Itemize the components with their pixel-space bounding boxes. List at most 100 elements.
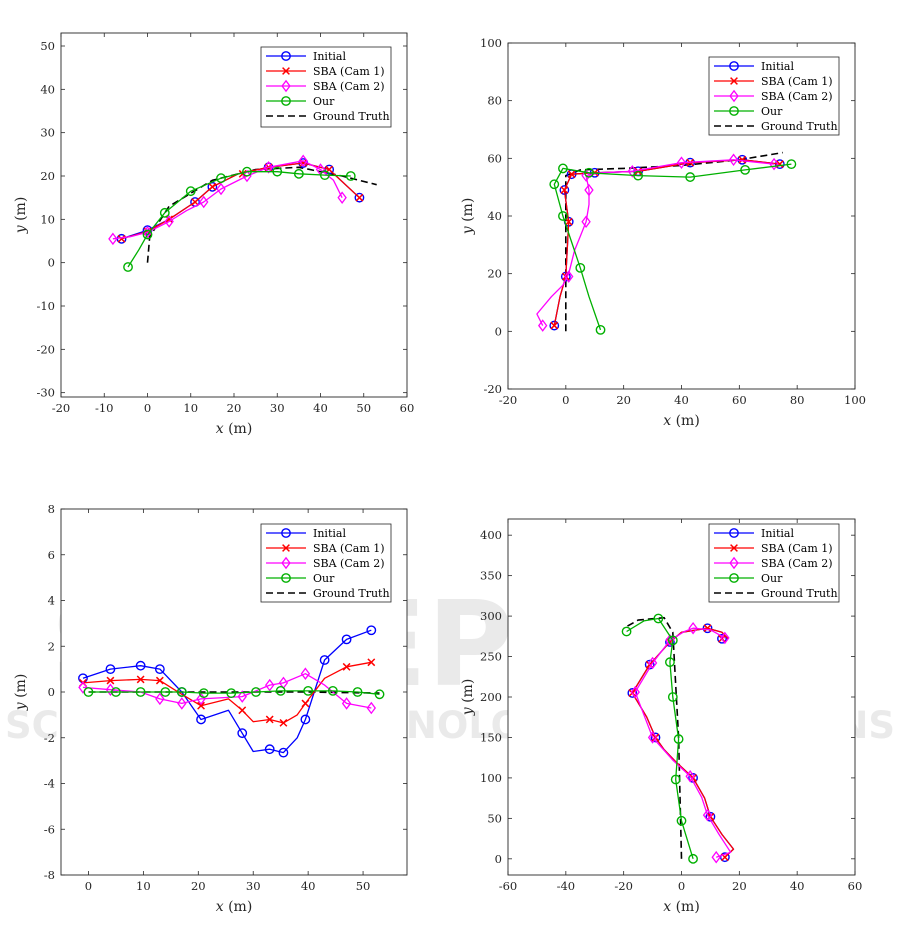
y-tick-label: -2 <box>44 731 55 745</box>
series-line-initial <box>82 629 372 754</box>
marker-diamond-3 <box>199 195 209 209</box>
x-axis-label-unit: (m) <box>671 899 700 915</box>
marker-diamond-5 <box>627 165 638 178</box>
series-line-gt <box>88 691 380 694</box>
marker-diamond-3 <box>584 183 594 197</box>
marker-circle-9 <box>786 159 797 170</box>
marker-circle-8 <box>275 685 286 696</box>
marker-diamond-0 <box>537 319 548 332</box>
series-sba2 <box>630 621 732 864</box>
marker-diamond-legend <box>729 556 739 570</box>
marker-diamond-6 <box>263 161 274 174</box>
marker-diamond-5 <box>647 656 658 670</box>
y-axis-label: y (m) <box>460 198 476 236</box>
series-layer <box>78 625 385 758</box>
y-tick-label: 0 <box>495 324 502 338</box>
x-axis-label-var: x <box>663 413 671 429</box>
marker-circle-5 <box>198 688 209 699</box>
marker-diamond-legend <box>729 89 739 103</box>
legend-label-sba2: SBA (Cam 2) <box>761 557 833 570</box>
y-tick-label: 100 <box>480 36 502 50</box>
legend: Initial SBA (Cam 1) SBA (Cam 2) Our Ground T… <box>260 46 392 128</box>
marker-x-2 <box>564 217 573 226</box>
marker-circle-10 <box>327 685 338 696</box>
marker-circle-legend <box>729 528 739 538</box>
x-tick-label: 10 <box>183 401 198 415</box>
marker-circle-9 <box>300 714 311 725</box>
marker-x-10 <box>367 658 376 667</box>
marker-circle-7 <box>685 172 696 182</box>
y-tick-label: 0 <box>48 256 55 270</box>
marker-circle-3 <box>160 687 171 697</box>
y-tick-label: 200 <box>480 690 502 704</box>
marker-x-4 <box>208 182 217 191</box>
series-line-our <box>88 690 380 695</box>
marker-x-7 <box>279 718 288 727</box>
marker-x-legend <box>730 77 738 85</box>
marker-circle-6 <box>226 688 237 699</box>
marker-circle-legend <box>281 96 291 106</box>
y-tick-label: 20 <box>40 169 55 183</box>
marker-circle-6 <box>237 728 248 739</box>
marker-diamond-legend <box>281 556 291 570</box>
marker-circle-2 <box>135 660 146 671</box>
legend-label-sba1: SBA (Cam 1) <box>761 75 833 88</box>
marker-diamond-0 <box>78 681 88 694</box>
marker-circle-6 <box>667 635 678 646</box>
marker-circle-5 <box>584 167 594 178</box>
chart-panel-4: -60 -40 -20 0 20 40 60 0 50 100 150 200 250 300 350 400… <box>460 518 862 915</box>
marker-x-3 <box>560 186 569 194</box>
marker-circle-5 <box>665 657 675 668</box>
marker-circle-3 <box>154 664 165 675</box>
marker-diamond-8 <box>769 157 779 171</box>
marker-circle-1 <box>105 664 116 675</box>
marker-circle-legend <box>729 573 739 583</box>
marker-diamond-0 <box>108 232 118 246</box>
marker-circle-3 <box>549 179 560 190</box>
marker-circle-12 <box>366 625 377 636</box>
y-tick-label: -10 <box>36 299 55 313</box>
y-axis-label: y (m) <box>460 679 476 717</box>
marker-x-legend <box>282 544 290 552</box>
x-tick-label: 20 <box>732 879 747 893</box>
y-tick-label: -8 <box>44 868 55 882</box>
legend-label-sba2: SBA (Cam 2) <box>761 90 833 103</box>
marker-circle-6 <box>272 166 283 177</box>
marker-circle-legend <box>729 106 739 116</box>
marker-x-5 <box>238 706 247 715</box>
x-tick-label: 0 <box>144 401 151 415</box>
y-axis-label-var: y <box>460 225 476 235</box>
x-tick-label: -10 <box>95 401 114 415</box>
x-axis-label: x (m) <box>663 413 700 429</box>
x-tick-label: -40 <box>557 879 576 893</box>
y-tick-label: 100 <box>480 771 502 785</box>
marker-diamond-3 <box>177 697 187 710</box>
y-tick-label: 4 <box>48 594 55 608</box>
y-tick-label: 40 <box>40 82 55 96</box>
marker-diamond-9 <box>337 191 347 204</box>
y-tick-label: 150 <box>480 730 502 744</box>
marker-diamond-6 <box>676 156 687 169</box>
y-axis-label-var: y <box>13 224 29 234</box>
x-tick-label: 60 <box>400 401 415 415</box>
marker-diamond-2 <box>155 692 165 706</box>
marker-x-4 <box>197 701 205 710</box>
marker-circle-3 <box>185 186 196 197</box>
x-tick-label: 40 <box>674 393 689 407</box>
axes-box <box>60 508 408 876</box>
x-tick-label: 60 <box>732 393 747 407</box>
legend-label-sba2: SBA (Cam 2) <box>313 557 385 570</box>
marker-x-8 <box>301 699 310 708</box>
marker-x-2 <box>136 675 145 684</box>
series-our <box>621 613 698 864</box>
y-axis-label-var: y <box>460 706 476 716</box>
marker-circle-6 <box>633 170 644 181</box>
marker-x-legend <box>282 67 290 75</box>
axes-box <box>60 32 408 398</box>
marker-x-3 <box>155 676 164 685</box>
y-tick-label: -6 <box>44 822 55 836</box>
series-line-our <box>127 171 351 268</box>
legend: Initial SBA (Cam 1) SBA (Cam 2) Our Ground T… <box>708 523 840 603</box>
